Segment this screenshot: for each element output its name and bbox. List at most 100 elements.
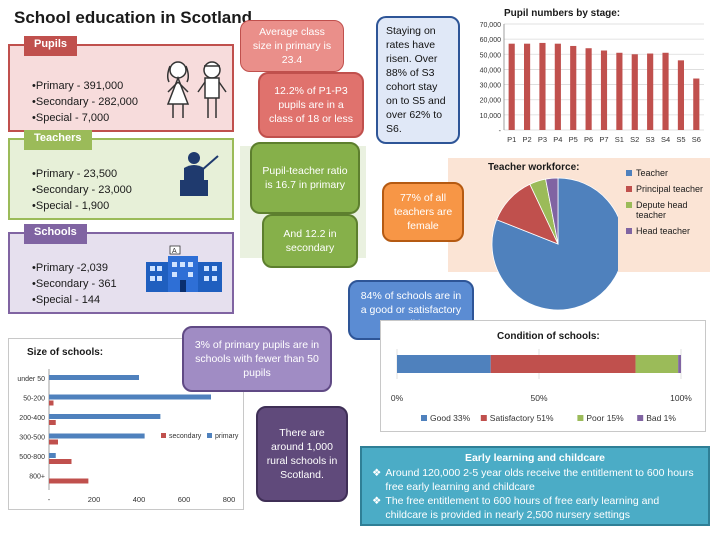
legend-label: Good 33% [430, 413, 471, 423]
list-item-text: Around 120,000 2-5 year olds receive the… [385, 467, 694, 493]
y-tick-label: 800+ [29, 474, 45, 481]
stacked-bar-segment [678, 355, 681, 373]
x-tick-label: S1 [615, 135, 624, 144]
y-tick-label: 20,000 [480, 98, 502, 105]
legend-swatch [626, 228, 632, 234]
condition-chart: Condition of schools: 0% 50% 100% Good 33% S… [380, 320, 706, 432]
callout-text: 3% of primary pupils are in schools with… [194, 339, 320, 379]
legend-label: secondary [169, 433, 202, 440]
bar [49, 400, 54, 406]
legend-swatch [577, 415, 584, 421]
page-title: School education in Scotland [14, 8, 253, 27]
early-learning-box: Early learning and childcare ❖ Around 12… [360, 446, 710, 526]
legend-entry: Principal teacher [626, 184, 708, 194]
callout-text: Staying on rates have risen. Over 88% of… [386, 25, 446, 135]
chart-title: Condition of schools: [497, 331, 600, 342]
bar [631, 54, 638, 130]
diamond-bullet-icon: ❖ [372, 495, 382, 507]
list-item: Primary - 391,000 [32, 78, 138, 94]
legend-label: Bad 1% [646, 413, 676, 423]
list-item: Special - 7,000 [32, 110, 138, 126]
list-item: Secondary - 282,000 [32, 94, 138, 110]
legend-label: Principal teacher [636, 184, 704, 194]
x-tick-label: P5 [569, 135, 578, 144]
stacked-bar-segment [635, 355, 679, 373]
x-tick-label: S6 [692, 135, 701, 144]
legend-label: primary [215, 433, 239, 440]
children-icon [166, 61, 227, 118]
legend-swatch [637, 415, 644, 421]
list-item: Special - 1,900 [32, 198, 132, 214]
x-tick-label: 400 [133, 495, 146, 504]
bar [49, 439, 58, 445]
small-schools-callout: 3% of primary pupils are in schools with… [182, 326, 332, 392]
y-tick-label: 50,000 [480, 52, 502, 59]
y-tick-label: under 50 [17, 376, 45, 383]
list-item: Special - 144 [32, 292, 117, 308]
x-tick-label: S3 [646, 135, 655, 144]
bar [585, 48, 592, 130]
x-tick-label: P1 [507, 135, 516, 144]
y-tick-label: 30,000 [480, 83, 502, 90]
chart-title: Teacher workforce: [488, 162, 580, 173]
legend-swatch [161, 433, 166, 438]
legend-label: Head teacher [636, 226, 691, 236]
x-tick-label: 200 [88, 495, 101, 504]
bar [49, 420, 56, 425]
y-tick-label: 60,000 [480, 37, 502, 44]
legend-swatch [480, 415, 487, 421]
pie-legend: Teacher Principal teacher Depute head teac… [626, 168, 708, 242]
legend-label: Poor 15% [586, 413, 624, 423]
early-learning-title: Early learning and childcare [464, 452, 606, 464]
bar [49, 459, 72, 464]
pupils-header: Pupils [24, 36, 78, 56]
pupils-section: Pupils Primary - 391,000 Secondary - 282… [8, 36, 234, 132]
rural-schools-callout: There are around 1,000 rural schools in … [256, 406, 348, 502]
x-tick-label: P6 [584, 135, 593, 144]
schools-header: Schools [24, 224, 87, 244]
bar [554, 43, 561, 130]
bar [600, 50, 608, 130]
diamond-bullet-icon: ❖ [372, 467, 382, 479]
legend-swatch [626, 186, 632, 192]
bar [49, 478, 89, 484]
bar [662, 52, 669, 131]
pupils-list: Primary - 391,000 Secondary - 282,000 Sp… [32, 78, 138, 126]
small-class-callout: 12.2% of P1-P3 pupils are in a class of … [258, 72, 364, 138]
bar [49, 375, 139, 380]
legend-label: Depute head teacher [636, 200, 688, 220]
bar [677, 60, 684, 130]
callout-text: There are around 1,000 rural schools in … [266, 427, 338, 481]
bar [49, 414, 161, 419]
ratio-secondary-callout: And 12.2 in secondary [262, 214, 358, 268]
bar [693, 78, 700, 130]
schools-section: Schools Primary -2,039 Secondary - 361 S… [8, 224, 234, 314]
pie-slice [491, 177, 618, 311]
x-tick-label: P2 [522, 135, 531, 144]
stacked-bar-segment [490, 355, 636, 373]
avg-class-size-callout: Average class size in primary is 23.4 [240, 20, 344, 72]
callout-text: 12.2% of P1-P3 pupils are in a class of … [268, 85, 354, 125]
schools-list: Primary -2,039 Secondary - 361 Special -… [32, 260, 117, 308]
y-tick-label: 10,000 [480, 113, 502, 120]
bar [508, 43, 515, 130]
legend-swatch [626, 170, 632, 176]
staying-on-callout: Staying on rates have risen. Over 88% of… [376, 16, 460, 144]
teachers-header: Teachers [24, 130, 92, 150]
list-item: Secondary - 361 [32, 276, 117, 292]
y-tick-label: 70,000 [480, 22, 502, 29]
chart-title: Size of schools: [27, 347, 104, 358]
x-tick-label: 800 [223, 495, 236, 504]
school-icon-letter: A [172, 248, 177, 255]
bar [647, 53, 654, 130]
ratio-primary-callout: Pupil-teacher ratio is 16.7 in primary [250, 142, 360, 214]
teacher-icon [180, 152, 219, 196]
y-tick-label: 50-200 [23, 396, 45, 403]
x-tick-label: S4 [661, 135, 670, 144]
school-building-icon: A [146, 245, 222, 292]
list-item: Primary -2,039 [32, 260, 117, 276]
bar [539, 42, 546, 130]
x-tick-label: 600 [178, 495, 191, 504]
legend-swatch [207, 433, 212, 438]
callout-text: Average class size in primary is 23.4 [252, 26, 332, 66]
